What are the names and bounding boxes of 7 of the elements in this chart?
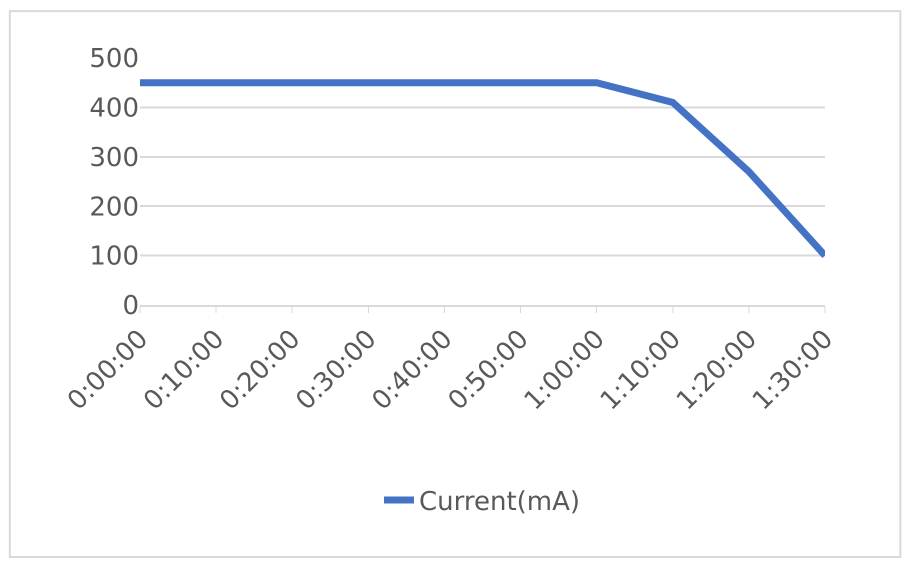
y-tick-label: 300 xyxy=(89,142,139,173)
y-tick-label: 200 xyxy=(89,192,139,222)
legend-label: Current(mA) xyxy=(419,487,580,518)
y-tick-label: 100 xyxy=(89,242,139,272)
y-tick-label: 500 xyxy=(89,44,139,74)
y-tick-label: 0 xyxy=(122,291,139,322)
y-tick-label: 400 xyxy=(89,94,139,124)
